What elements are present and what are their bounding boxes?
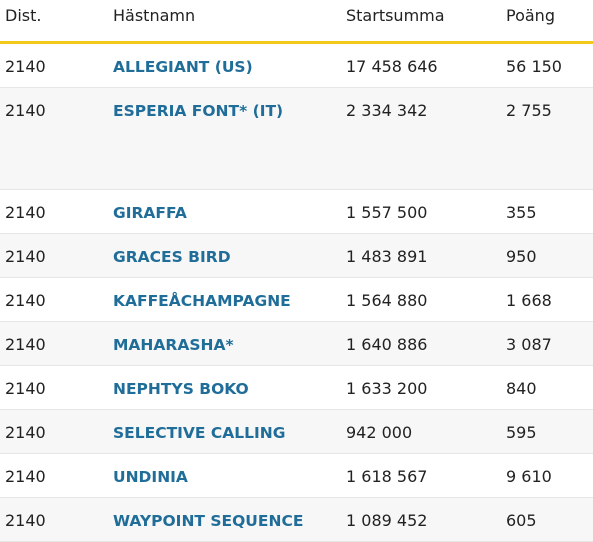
horse-link[interactable]: SELECTIVE CALLING: [113, 424, 286, 442]
table-cell: 2140: [5, 247, 46, 266]
table-row: 2140 MAHARASHA* 1 640 886 3 087: [0, 322, 593, 366]
table-cell: 17 458 646: [346, 57, 438, 76]
table-row: 2140 GIRAFFA 1 557 500 355: [0, 190, 593, 234]
table-cell: 1 640 886: [346, 335, 428, 354]
table-cell: 1 089 452: [346, 511, 428, 530]
table-row: 2140 KAFFEÅCHAMPAGNE 1 564 880 1 668: [0, 278, 593, 322]
table-cell: 3 087: [506, 335, 552, 354]
table-cell: 1 564 880: [346, 291, 428, 310]
table-row: 2140 SELECTIVE CALLING 942 000 595: [0, 410, 593, 454]
table-cell: 355: [506, 203, 537, 222]
table-cell: 1 668: [506, 291, 552, 310]
header-cell: Hästnamn: [113, 6, 196, 25]
table-cell: 2140: [5, 511, 46, 530]
horse-link[interactable]: MAHARASHA*: [113, 336, 234, 354]
table-cell: 2140: [5, 467, 46, 486]
table-cell: 950: [506, 247, 537, 266]
table-row: 2140 NEPHTYS BOKO 1 633 200 840: [0, 366, 593, 410]
table-cell: 605: [506, 511, 537, 530]
table-cell: 2 334 342: [346, 101, 428, 120]
horse-link[interactable]: ESPERIA FONT* (IT): [113, 102, 284, 120]
table-cell: 2140: [5, 335, 46, 354]
table-cell: 1 557 500: [346, 203, 428, 222]
table-cell: 2140: [5, 101, 46, 120]
table-cell: 56 150: [506, 57, 562, 76]
table-cell: 2140: [5, 291, 46, 310]
table-cell: 1 633 200: [346, 379, 428, 398]
header-row: Dist. Hästnamn Startsumma Poäng: [0, 0, 593, 44]
header-cell: Poäng: [506, 6, 555, 25]
table-cell: 840: [506, 379, 537, 398]
horse-link[interactable]: ALLEGIANT (US): [113, 58, 253, 76]
horse-link[interactable]: WAYPOINT SEQUENCE: [113, 512, 304, 530]
table-cell: 2140: [5, 423, 46, 442]
horse-link[interactable]: GRACES BIRD: [113, 248, 231, 266]
horse-link[interactable]: NEPHTYS BOKO: [113, 380, 249, 398]
table-row: 2140 WAYPOINT SEQUENCE 1 089 452 605: [0, 498, 593, 542]
table-row: 2140 GRACES BIRD 1 483 891 950: [0, 234, 593, 278]
table-cell: 1 618 567: [346, 467, 428, 486]
table-cell: 942 000: [346, 423, 413, 442]
table-cell: 2140: [5, 379, 46, 398]
horse-link[interactable]: GIRAFFA: [113, 204, 187, 222]
header-cell: Startsumma: [346, 6, 445, 25]
table-cell: 2140: [5, 203, 46, 222]
table-cell: 595: [506, 423, 537, 442]
table-cell: 2 755: [506, 101, 552, 120]
table-cell: 1 483 891: [346, 247, 428, 266]
header-cell: Dist.: [5, 6, 42, 25]
horse-link[interactable]: UNDINIA: [113, 468, 188, 486]
table-cell: 2140: [5, 57, 46, 76]
table-row: 2140 ALLEGIANT (US) 17 458 646 56 150: [0, 44, 593, 88]
table-cell: 9 610: [506, 467, 552, 486]
table-row: 2140 ESPERIA FONT* (IT) 2 334 342 2 755: [0, 88, 593, 190]
horse-link[interactable]: KAFFEÅCHAMPAGNE: [113, 292, 291, 310]
table-row: 2140 UNDINIA 1 618 567 9 610: [0, 454, 593, 498]
